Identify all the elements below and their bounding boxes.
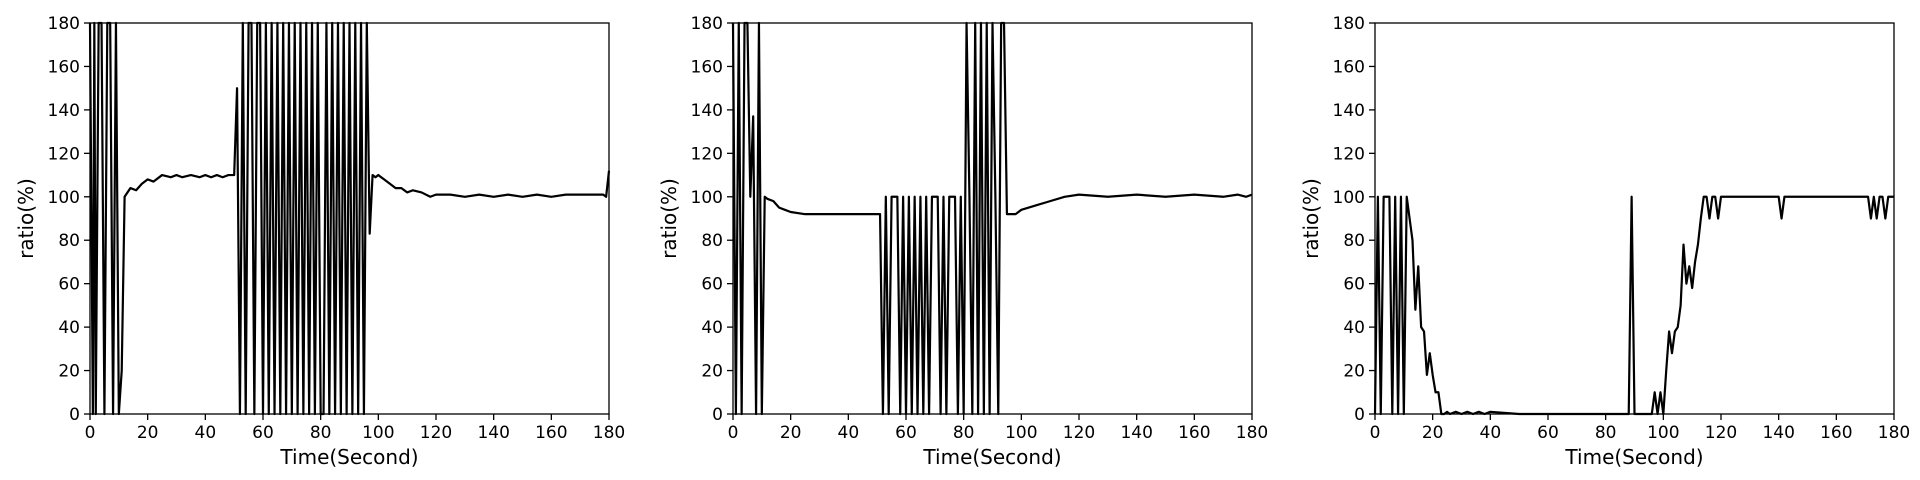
y-tick-label: 40	[701, 318, 723, 338]
y-tick-label: 120	[48, 144, 80, 164]
x-tick-label: 80	[953, 423, 975, 443]
y-axis-label: ratio(%)	[657, 178, 681, 259]
y-axis-label: ratio(%)	[14, 178, 38, 259]
plot-frame	[732, 22, 1253, 415]
y-tick-label: 180	[1333, 14, 1365, 34]
series-line-3-1	[1373, 195, 1894, 416]
chart-panel-2: 0 20 40 60 80 100 120 140 160 180 0 20 40 60 80 100 120 1…	[657, 14, 1268, 469]
x-tick-label: 20	[780, 423, 802, 443]
x-tick-label: 20	[1422, 423, 1444, 443]
y-tick-label: 40	[58, 318, 80, 338]
x-tick-label: 180	[1878, 423, 1910, 443]
x-tick-label: 120	[1063, 423, 1095, 443]
y-tick-label: 140	[48, 101, 80, 121]
series-line-2-1	[731, 21, 1253, 416]
x-tick-label: 60	[1537, 423, 1559, 443]
y-tick-label: 80	[1343, 231, 1365, 251]
y-tick-label: 140	[1333, 101, 1365, 121]
y-tick-label: 80	[58, 231, 80, 251]
x-axis-label: Time(Second)	[922, 445, 1061, 469]
y-tick-label: 20	[58, 362, 80, 382]
x-tick-label: 80	[310, 423, 332, 443]
x-tick-label: 0	[1370, 423, 1381, 443]
x-tick-label: 160	[1820, 423, 1852, 443]
plot-frame	[89, 22, 610, 415]
y-tick-label: 0	[69, 405, 80, 425]
x-tick-label: 60	[252, 423, 274, 443]
x-tick-label: 100	[1647, 423, 1679, 443]
x-axis-label: Time(Second)	[1564, 445, 1703, 469]
y-tick-label: 0	[712, 405, 723, 425]
y-tick-label: 20	[1343, 362, 1365, 382]
x-tick-label: 40	[195, 423, 217, 443]
y-tick-label: 0	[1354, 405, 1365, 425]
x-tick-label: 140	[1120, 423, 1152, 443]
y-tick-label: 180	[691, 14, 723, 34]
x-tick-label: 160	[535, 423, 567, 443]
y-tick-label: 80	[701, 231, 723, 251]
x-tick-label: 120	[1705, 423, 1737, 443]
y-tick-label: 180	[48, 14, 80, 34]
y-tick-label: 20	[701, 362, 723, 382]
y-tick-label: 100	[691, 188, 723, 208]
plot-frame	[1374, 22, 1895, 415]
y-tick-label: 40	[1343, 318, 1365, 338]
x-tick-label: 0	[85, 423, 96, 443]
y-tick-label: 100	[1333, 188, 1365, 208]
x-tick-label: 140	[477, 423, 509, 443]
x-tick-label: 60	[895, 423, 917, 443]
y-tick-label: 120	[691, 144, 723, 164]
x-tick-label: 0	[728, 423, 739, 443]
y-tick-label: 100	[48, 188, 80, 208]
x-tick-label: 180	[1236, 423, 1268, 443]
chart-panel-3: 0 20 40 60 80 100 120 140 160 180 0 20 40 60 80 100 120 1…	[1299, 14, 1910, 469]
x-tick-label: 100	[1005, 423, 1037, 443]
y-tick-label: 160	[691, 57, 723, 77]
y-tick-label: 60	[701, 275, 723, 295]
x-tick-label: 40	[838, 423, 860, 443]
x-tick-label: 20	[137, 423, 159, 443]
y-tick-label: 60	[58, 275, 80, 295]
y-tick-label: 60	[1343, 275, 1365, 295]
y-axis-label: ratio(%)	[1299, 178, 1323, 259]
x-tick-label: 100	[362, 423, 394, 443]
x-tick-label: 80	[1595, 423, 1617, 443]
y-tick-label: 140	[691, 101, 723, 121]
x-tick-label: 40	[1480, 423, 1502, 443]
x-tick-label: 120	[420, 423, 452, 443]
x-tick-label: 180	[593, 423, 625, 443]
series-line-1-1	[88, 21, 611, 416]
chart-panel-1: 0 20 40 60 80 100 120 140 160 180 0 20 40 60 80 100 120 1…	[14, 14, 625, 469]
y-tick-label: 160	[48, 57, 80, 77]
y-tick-label: 120	[1333, 144, 1365, 164]
x-axis-label: Time(Second)	[279, 445, 418, 469]
x-tick-label: 140	[1762, 423, 1794, 443]
y-tick-label: 160	[1333, 57, 1365, 77]
x-tick-label: 160	[1178, 423, 1210, 443]
